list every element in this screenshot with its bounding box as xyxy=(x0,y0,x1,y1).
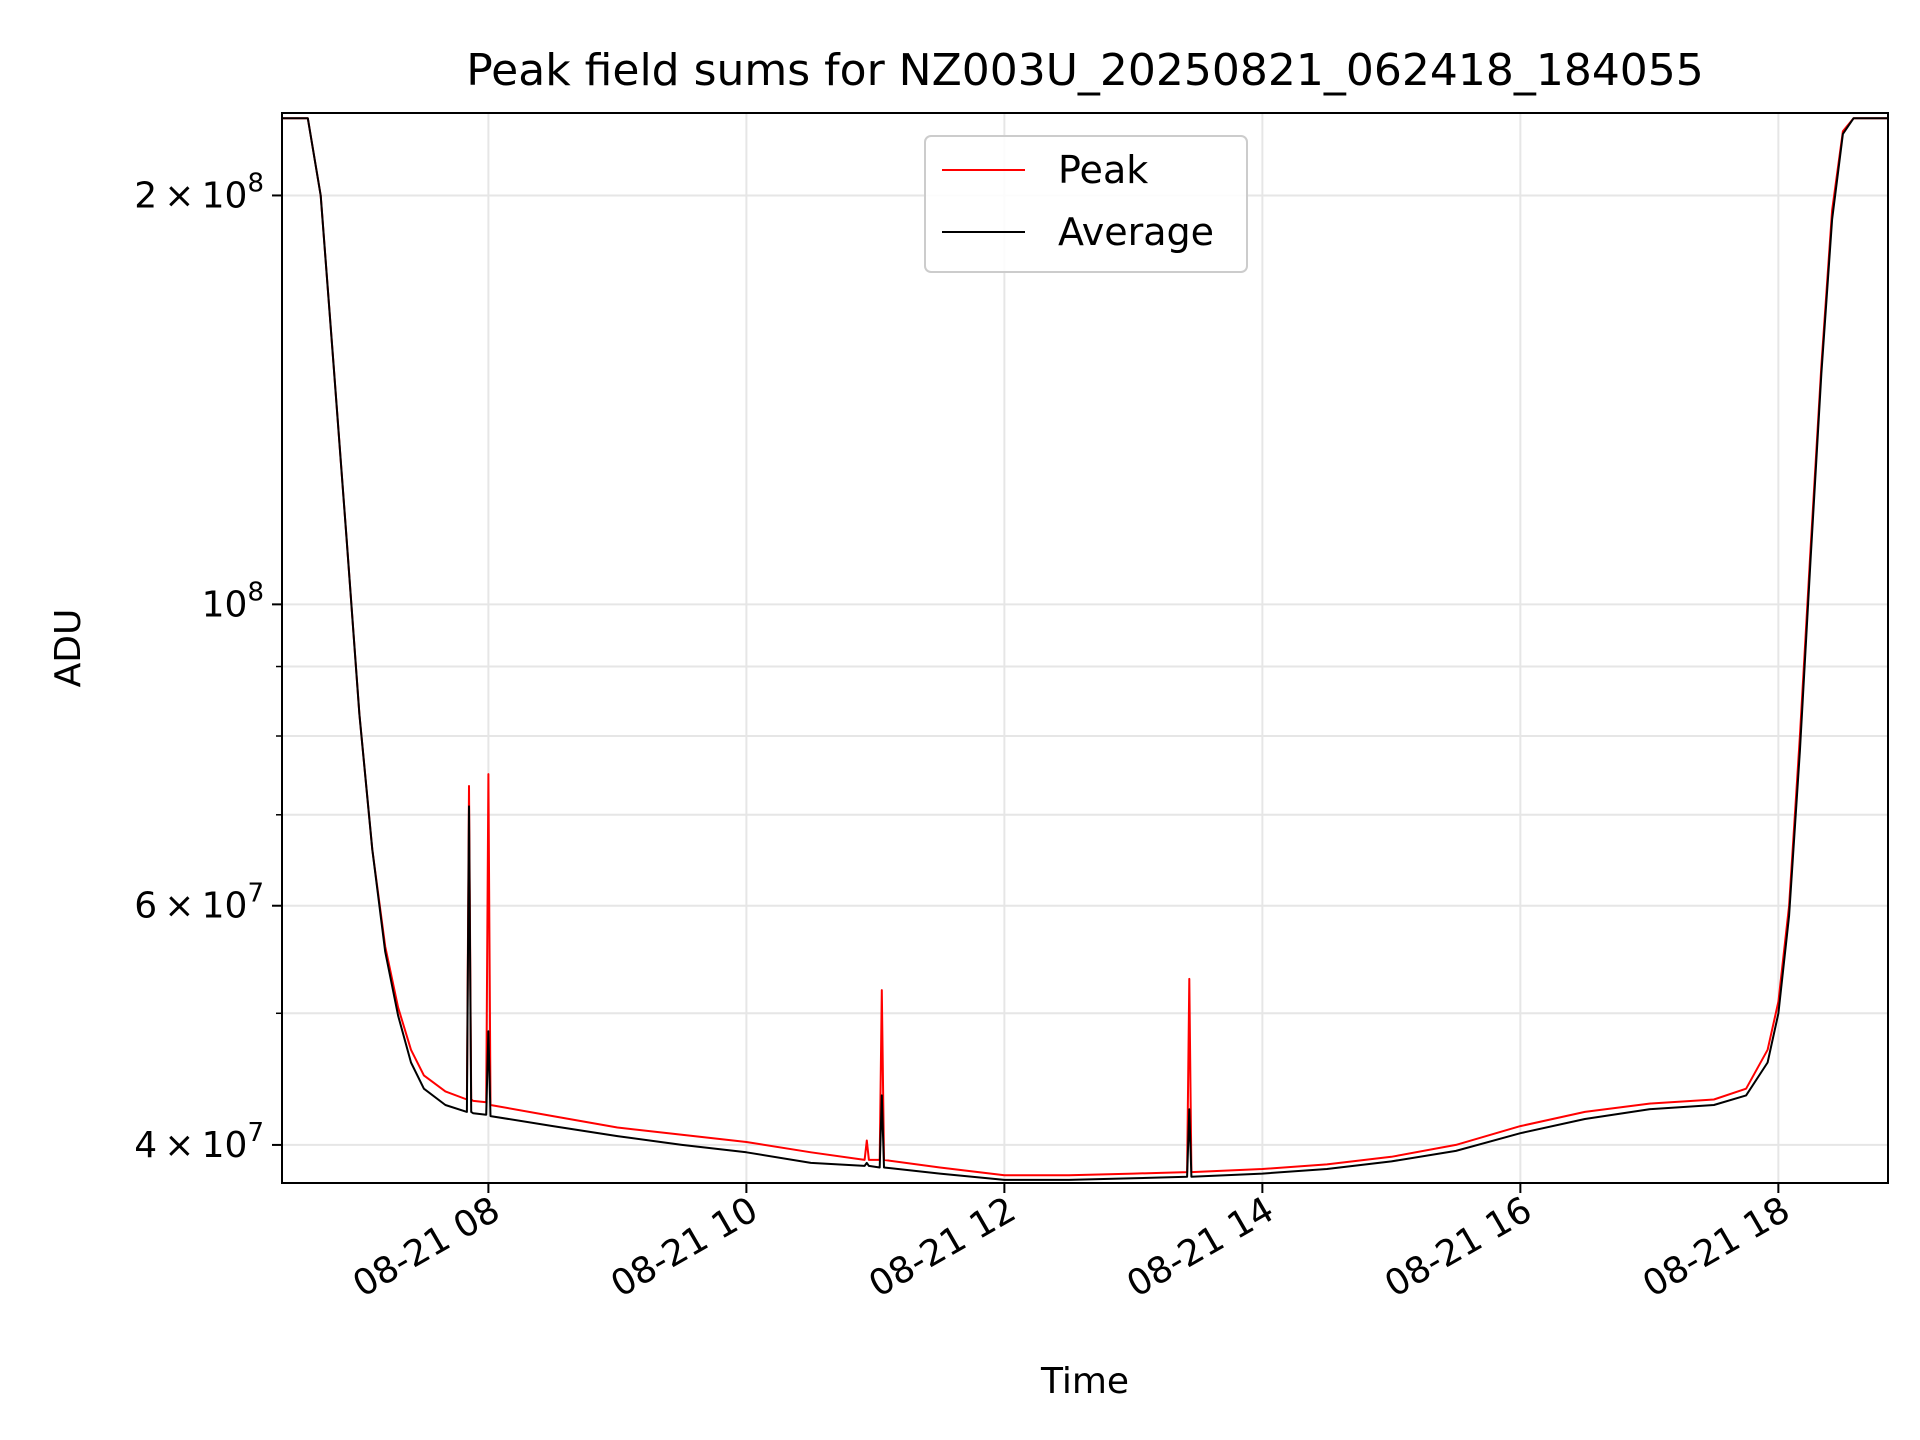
y-tick-label-base: 6 × 10 xyxy=(134,886,247,927)
chart-title: Peak field sums for NZ003U_20250821_0624… xyxy=(466,45,1704,96)
legend-label-average: Average xyxy=(1058,210,1214,254)
grid xyxy=(282,113,1888,1183)
legend-label-peak: Peak xyxy=(1058,148,1148,192)
y-tick-label-exponent: 7 xyxy=(247,1118,264,1148)
y-tick-label: 4 × 107 xyxy=(134,1118,264,1166)
y-tick-label: 6 × 107 xyxy=(134,879,264,927)
legend: Peak Average xyxy=(924,135,1248,273)
series-layer xyxy=(282,117,1888,1181)
y-axis-label: ADU xyxy=(48,609,89,688)
series-line-peak xyxy=(282,117,1888,1177)
y-tick-label-base: 4 × 10 xyxy=(134,1125,247,1166)
plot-frame xyxy=(281,112,1889,1184)
series-line-average xyxy=(282,117,1888,1181)
y-tick-label-exponent: 8 xyxy=(247,168,264,198)
y-tick-label: 108 xyxy=(202,577,264,625)
y-tick-label-exponent: 8 xyxy=(247,577,264,607)
y-tick-label-base: 10 xyxy=(202,584,248,625)
y-tick-label-base: 2 × 10 xyxy=(134,175,247,216)
y-tick-label: 2 × 108 xyxy=(134,168,264,216)
y-tick-label-exponent: 7 xyxy=(247,879,264,909)
x-axis-label: Time xyxy=(1040,1361,1129,1402)
